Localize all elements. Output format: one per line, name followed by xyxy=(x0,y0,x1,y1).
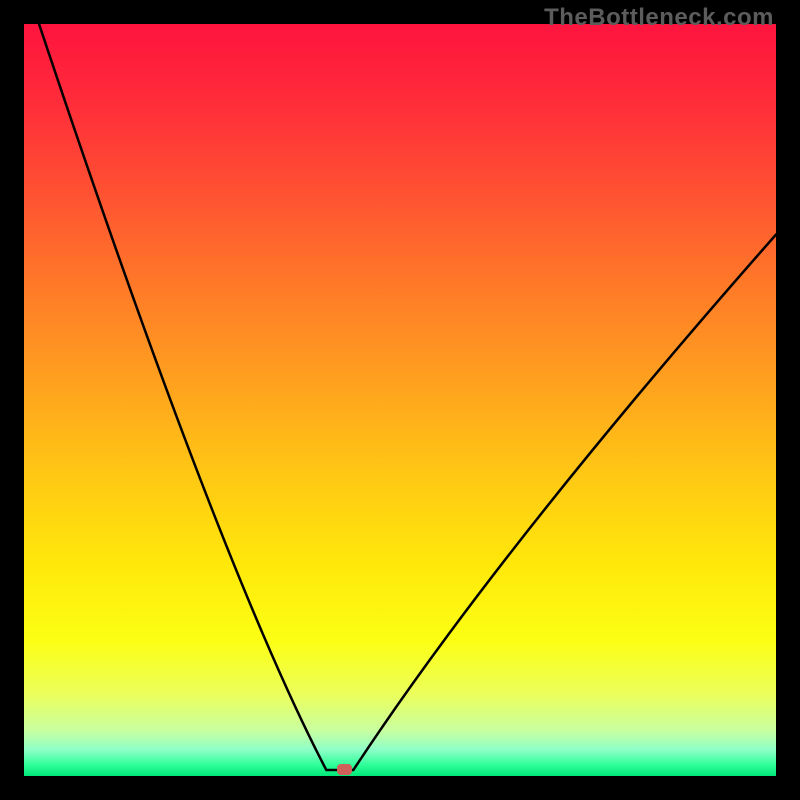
bottleneck-curve xyxy=(24,24,776,776)
bottleneck-marker xyxy=(337,764,352,775)
bottleneck-chart xyxy=(24,24,776,776)
watermark-text: TheBottleneck.com xyxy=(544,4,774,32)
